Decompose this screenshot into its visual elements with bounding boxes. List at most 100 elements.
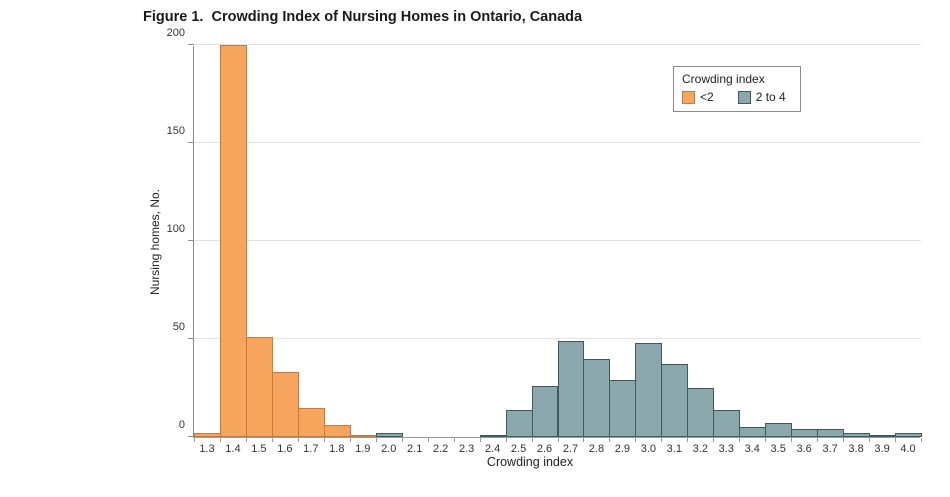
x-tick-label: 3.5 [770, 443, 786, 455]
x-tick-label: 2.2 [433, 443, 449, 455]
bar-3.0 [635, 342, 663, 437]
x-tick-label: 2.3 [458, 443, 475, 455]
x-axis-tick [219, 438, 221, 442]
y-axis-tick [188, 338, 194, 339]
x-tick-label: 2.1 [407, 443, 423, 455]
bar-1.6 [271, 372, 299, 437]
x-tick-label: 3.6 [796, 443, 812, 455]
bar-1.5 [245, 337, 273, 437]
y-tick-label: 50 [172, 321, 185, 333]
x-axis-tick [713, 438, 715, 442]
legend-label: 2 to 4 [755, 90, 786, 104]
bar-3.3 [713, 409, 741, 437]
x-axis-tick [635, 438, 637, 442]
bar-1.7 [297, 407, 325, 437]
x-tick-label: 3.3 [718, 443, 734, 455]
x-tick-label: 3.7 [822, 443, 838, 455]
bar-1.9 [349, 435, 377, 437]
x-axis-tick [817, 438, 819, 442]
x-axis-tick [427, 438, 429, 442]
bar-3.9 [869, 435, 897, 437]
bar-1.8 [323, 425, 351, 437]
legend-label: <2 [700, 90, 714, 104]
x-tick-label: 3.8 [848, 443, 864, 455]
y-tick-label: 0 [178, 419, 185, 431]
x-tick-label: 2.8 [588, 443, 605, 455]
x-tick-label: 2.4 [484, 443, 501, 455]
bar-2.0 [375, 433, 403, 437]
x-tick-label: 2.7 [562, 443, 579, 455]
bar-3.8 [843, 433, 871, 437]
bar-3.6 [791, 429, 819, 437]
legend: Crowding index <2 2 to 4 [673, 66, 801, 112]
x-axis-tick [531, 438, 533, 442]
x-axis-tick [739, 438, 741, 442]
x-axis-tick [323, 438, 325, 442]
x-axis-tick [479, 438, 481, 442]
bar-2.5 [505, 409, 533, 437]
x-tick-label: 1.8 [329, 443, 345, 455]
bar-2.4 [479, 435, 507, 437]
x-tick-label: 4.0 [900, 443, 916, 455]
x-tick-label: 3.4 [744, 443, 760, 455]
x-axis-tick [375, 438, 377, 442]
bar-4.0 [895, 433, 922, 437]
x-axis-tick [869, 438, 871, 442]
x-tick-label: 1.7 [303, 443, 319, 455]
bar-2.6 [531, 386, 559, 437]
x-axis-tick [557, 438, 559, 442]
plot-area: 0 50 100 150 200 1.3 1.4 1.5 1.6 1.7 1.8 1.9 2.0 2.1 2… [167, 27, 922, 455]
x-axis-title: Crowding index [486, 455, 574, 469]
bar-3.2 [687, 388, 715, 437]
figure-title: Figure 1. Crowding Index of Nursing Home… [143, 9, 583, 25]
y-axis-tick [188, 240, 194, 241]
x-axis-tick [271, 438, 273, 442]
y-axis-tick [188, 142, 194, 143]
bar-2.9 [609, 380, 637, 437]
gridline [194, 142, 921, 143]
legend-entry-lt2: <2 [682, 90, 714, 104]
x-axis-tick [583, 438, 585, 442]
gridline [194, 338, 921, 339]
x-tick-label: 1.4 [225, 443, 241, 455]
legend-title: Crowding index [682, 72, 765, 86]
y-axis-title: Nursing homes, No. [148, 188, 162, 296]
bar-3.7 [817, 429, 845, 437]
x-tick-label: 3.1 [666, 443, 682, 455]
legend-entry-2to4: 2 to 4 [737, 90, 786, 104]
bar-3.1 [661, 364, 689, 437]
x-axis-tick [843, 438, 845, 442]
y-tick-label: 150 [166, 125, 185, 137]
blue-swatch-icon [737, 90, 751, 104]
legend-entries: <2 2 to 4 [682, 90, 792, 104]
x-axis-tick [661, 438, 663, 442]
y-axis-tick [188, 44, 194, 45]
y-tick-label: 200 [166, 27, 185, 39]
x-axis-tick [505, 438, 507, 442]
x-tick-label: 2.6 [536, 443, 553, 455]
x-axis-tick [609, 438, 611, 442]
x-tick-label: 2.0 [381, 443, 397, 455]
y-tick-label: 100 [166, 223, 185, 235]
x-axis-tick [895, 438, 897, 442]
x-tick-label: 1.6 [277, 443, 293, 455]
gridline [194, 240, 921, 241]
orange-swatch-icon [682, 90, 695, 104]
bar-2.8 [583, 358, 611, 437]
gridline [194, 44, 921, 45]
x-axis-tick [453, 438, 455, 442]
x-axis-tick [401, 438, 403, 442]
bar-2.7 [557, 340, 585, 437]
x-axis-tick [349, 438, 351, 442]
bar-1.4 [219, 45, 247, 437]
y-axis-tick [188, 436, 194, 437]
x-axis-tick [194, 438, 195, 442]
x-tick-label: 3.2 [692, 443, 708, 455]
x-tick-label: 1.3 [199, 443, 215, 455]
bar-3.5 [765, 423, 793, 437]
x-tick-label: 2.9 [614, 443, 631, 455]
x-tick-label: 1.9 [355, 443, 371, 455]
x-tick-label: 2.5 [510, 443, 527, 455]
x-tick-label: 1.5 [251, 443, 267, 455]
